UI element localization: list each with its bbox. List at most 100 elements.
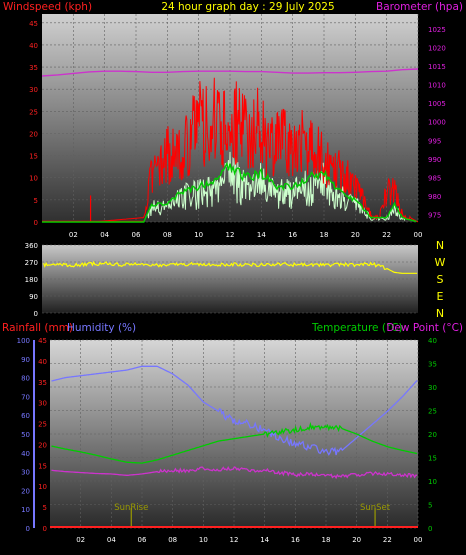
humidity-tick-label: 70 [21,393,30,401]
wind-tick-label: 15 [29,153,38,161]
compass-label: N [436,307,444,320]
wind-tick-label: 40 [29,42,38,50]
temperature-tick-label: 35 [428,361,437,369]
temperature-tick-label: 40 [428,337,437,345]
humidity-tick-label: 100 [17,337,30,345]
x-tick-label: 12 [226,231,235,239]
rainfall-tick-label: 40 [38,358,47,366]
temperature-axis-label: Temperature (°C) [311,322,403,334]
x-tick-label: 16 [288,231,297,239]
direction-tick-label: 270 [25,259,38,267]
rainfall-tick-label: 0 [43,525,47,533]
chart-title: 24 hour graph day : 29 July 2025 [161,1,334,13]
humidity-tick-label: 0 [26,525,30,533]
temperature-tick-label: 30 [428,384,437,392]
barometer-tick-label: 1025 [428,26,446,34]
wind-tick-label: 5 [34,197,38,205]
barometer-tick-label: 985 [428,174,441,182]
x-tick-label: 02 [69,231,78,239]
barometer-tick-label: 995 [428,137,441,145]
rainfall-tick-label: 10 [38,483,47,491]
humidity-tick-label: 30 [21,469,30,477]
x-tick-label: 00 [414,536,423,544]
humidity-tick-label: 40 [21,450,30,458]
humidity-tick-label: 90 [21,356,30,364]
compass-label: S [437,273,444,286]
average-wind-series-line [42,161,417,223]
x-tick-label: 06 [132,231,141,239]
humidity-tick-label: 50 [21,431,30,439]
direction-tick-label: 180 [25,276,38,284]
x-tick-label: 18 [320,231,329,239]
compass-label: E [437,290,444,303]
humidity-tick-label: 20 [21,487,30,495]
compass-label: W [435,256,446,269]
barometer-axis-label: Barometer (hpa) [376,1,463,13]
x-tick-label: 14 [257,231,266,239]
humidity-tick-label: 80 [21,375,30,383]
humidity-tick-label: 60 [21,412,30,420]
x-tick-label: 06 [138,536,147,544]
x-tick-label: 04 [100,231,109,239]
temperature-tick-label: 0 [428,525,432,533]
dewpoint-series-line [51,465,418,480]
rainfall-tick-label: 45 [38,337,47,345]
wind-tick-label: 20 [29,130,38,138]
barometer-tick-label: 1010 [428,82,446,90]
temperature-tick-label: 15 [428,455,437,463]
direction-tick-label: 360 [25,242,38,250]
x-tick-label: 22 [382,231,391,239]
x-tick-label: 12 [230,536,239,544]
x-tick-label: 14 [260,536,269,544]
barometer-tick-label: 980 [428,193,441,201]
wind-tick-label: 45 [29,20,38,28]
barometer-tick-label: 975 [428,212,441,220]
wind-tick-label: 0 [34,219,38,227]
barometer-series-line [41,68,419,77]
temperature-tick-label: 10 [428,478,437,486]
temperature-tick-label: 20 [428,431,437,439]
barometer-tick-label: 1020 [428,44,446,52]
barometer-tick-label: 1000 [428,119,446,127]
rainfall-tick-label: 25 [38,421,47,429]
barometer-tick-label: 990 [428,156,441,164]
rainfall-tick-label: 5 [43,504,47,512]
wind-direction-series-line [43,260,418,274]
temperature-series-line [51,421,418,464]
x-tick-label: 22 [383,536,392,544]
windspeed-axis-label: Windspeed (kph) [3,1,92,13]
wind-tick-label: 35 [29,64,38,72]
rainfall-tick-label: 35 [38,379,47,387]
direction-tick-label: 0 [34,310,38,318]
x-tick-label: 00 [414,231,423,239]
x-tick-label: 08 [163,231,172,239]
rainfall-tick-label: 15 [38,462,47,470]
wind-tick-label: 25 [29,108,38,116]
direction-tick-label: 90 [29,293,38,301]
x-tick-label: 20 [351,231,360,239]
x-tick-label: 16 [291,536,300,544]
compass-label: N [436,239,444,252]
x-tick-label: 20 [352,536,361,544]
rainfall-tick-label: 20 [38,441,47,449]
dewpoint-axis-label: Dew Point (°C) [386,322,463,334]
temperature-tick-label: 25 [428,408,437,416]
rainfall-axis-label: Rainfall (mm) [2,322,73,334]
barometer-tick-label: 1015 [428,63,446,71]
humidity-series-line [51,365,418,456]
x-tick-label: 18 [322,536,331,544]
x-tick-label: 10 [194,231,203,239]
x-tick-label: 10 [199,536,208,544]
humidity-axis-label: Humidity (%) [67,322,136,334]
x-tick-label: 08 [168,536,177,544]
x-tick-label: 02 [76,536,85,544]
humidity-tick-label: 10 [21,506,30,514]
wind-tick-label: 10 [29,175,38,183]
x-tick-label: 04 [107,536,116,544]
temperature-tick-label: 5 [428,502,432,510]
data-series [33,68,419,528]
barometer-tick-label: 1005 [428,100,446,108]
wind-tick-label: 30 [29,86,38,94]
rainfall-tick-label: 30 [38,400,47,408]
